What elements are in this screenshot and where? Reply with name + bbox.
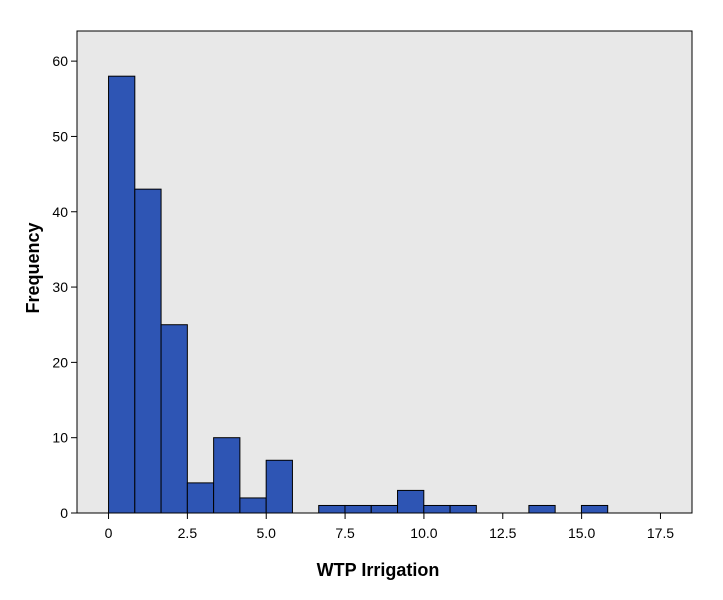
y-tick-label: 20: [52, 354, 68, 370]
histogram-bar: [239, 497, 267, 514]
bars-group: [108, 75, 609, 514]
histogram-bar: [397, 489, 425, 514]
histogram-bar: [213, 437, 241, 514]
x-tick-label: 17.5: [647, 525, 674, 541]
histogram-bar: [344, 504, 372, 514]
y-axis: 0 10 20 30 40 50 60: [52, 53, 77, 521]
histogram-bar: [134, 188, 162, 514]
x-axis-title: WTP Irrigation: [317, 560, 440, 580]
histogram-bar: [265, 459, 293, 514]
histogram-bar: [318, 504, 346, 514]
x-axis: 0 2.5 5.0 7.5 10.0 12.5 15.0 17.5: [105, 513, 674, 541]
x-tick-label: 10.0: [410, 525, 437, 541]
histogram-bar: [528, 504, 556, 514]
y-tick-label: 30: [52, 279, 68, 295]
y-tick-label: 40: [52, 204, 68, 220]
histogram-bar: [186, 482, 215, 514]
x-tick-label: 0: [105, 525, 113, 541]
x-tick-label: 5.0: [256, 525, 276, 541]
y-tick-label: 0: [60, 505, 68, 521]
y-tick-label: 10: [52, 430, 68, 446]
y-axis-title: Frequency: [23, 222, 43, 313]
x-tick-label: 15.0: [568, 525, 595, 541]
y-tick-label: 50: [52, 128, 68, 144]
histogram-bar: [370, 504, 399, 514]
y-tick-label: 60: [52, 53, 68, 69]
histogram-bar: [160, 324, 188, 514]
x-tick-label: 2.5: [178, 525, 198, 541]
histogram-bar: [580, 504, 609, 514]
x-tick-label: 7.5: [335, 525, 355, 541]
histogram-bar: [423, 504, 451, 514]
x-tick-label: 12.5: [489, 525, 516, 541]
histogram-bar: [108, 75, 136, 514]
histogram-bar: [449, 504, 477, 514]
